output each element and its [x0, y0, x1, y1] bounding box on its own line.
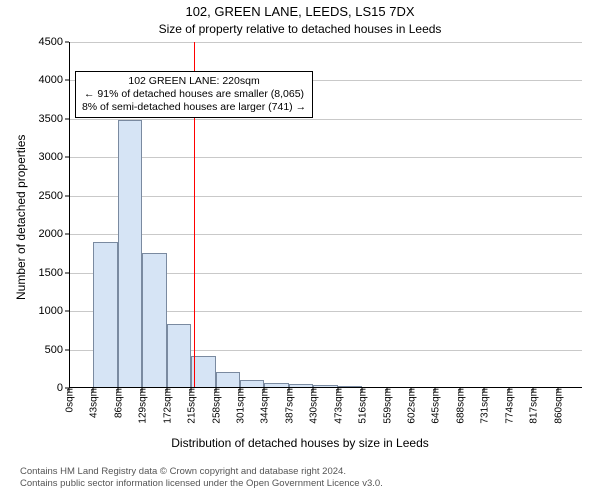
- chart-container: 102, GREEN LANE, LEEDS, LS15 7DX Size of…: [0, 0, 600, 500]
- x-tick-label: 860sqm: [551, 388, 564, 424]
- x-tick-label: 645sqm: [429, 388, 442, 424]
- x-tick-label: 387sqm: [282, 388, 295, 424]
- x-tick-label: 344sqm: [258, 388, 271, 424]
- plot-area: 0500100015002000250030003500400045000sqm…: [69, 42, 582, 388]
- footer-attribution: Contains HM Land Registry data © Crown c…: [0, 466, 600, 490]
- chart-subtitle: Size of property relative to detached ho…: [0, 22, 600, 36]
- x-axis-label: Distribution of detached houses by size …: [0, 436, 600, 450]
- x-tick-label: 602sqm: [405, 388, 418, 424]
- footer-line-1: Contains HM Land Registry data © Crown c…: [20, 466, 600, 478]
- annotation-line-2: ← 91% of detached houses are smaller (8,…: [82, 88, 306, 101]
- chart-title: 102, GREEN LANE, LEEDS, LS15 7DX: [0, 4, 600, 19]
- gridline: [69, 157, 582, 158]
- x-tick-label: 0sqm: [63, 388, 76, 412]
- x-tick-label: 559sqm: [380, 388, 393, 424]
- histogram-bar: [142, 253, 166, 388]
- y-tick-label: 3500: [39, 113, 69, 125]
- x-tick-label: 258sqm: [209, 388, 222, 424]
- x-tick-label: 43sqm: [87, 388, 100, 418]
- y-tick-label: 1500: [39, 267, 69, 279]
- annotation-box: 102 GREEN LANE: 220sqm← 91% of detached …: [75, 71, 313, 118]
- x-tick-label: 516sqm: [356, 388, 369, 424]
- histogram-bar: [216, 372, 240, 388]
- x-tick-label: 86sqm: [111, 388, 124, 418]
- histogram-bar: [93, 242, 117, 388]
- y-tick-label: 2000: [39, 228, 69, 240]
- annotation-line-1: 102 GREEN LANE: 220sqm: [82, 75, 306, 88]
- x-tick-label: 774sqm: [502, 388, 515, 424]
- y-tick-label: 4000: [39, 74, 69, 86]
- x-tick-label: 817sqm: [527, 388, 540, 424]
- y-tick-label: 4500: [39, 36, 69, 48]
- gridline: [69, 119, 582, 120]
- x-tick-label: 129sqm: [136, 388, 149, 424]
- footer-line-2: Contains public sector information licen…: [20, 478, 600, 490]
- gridline: [69, 234, 582, 235]
- histogram-bar: [167, 324, 191, 388]
- annotation-line-3: 8% of semi-detached houses are larger (7…: [82, 101, 306, 114]
- gridline: [69, 196, 582, 197]
- x-tick-label: 172sqm: [160, 388, 173, 424]
- y-tick-label: 1000: [39, 305, 69, 317]
- histogram-bar: [118, 120, 142, 388]
- x-tick-label: 301sqm: [234, 388, 247, 424]
- y-tick-label: 3000: [39, 151, 69, 163]
- x-tick-label: 215sqm: [185, 388, 198, 424]
- y-axis-label: Number of detached properties: [14, 135, 28, 300]
- x-tick-label: 430sqm: [307, 388, 320, 424]
- x-tick-label: 473sqm: [331, 388, 344, 424]
- y-tick-label: 2500: [39, 190, 69, 202]
- gridline: [69, 42, 582, 43]
- y-tick-label: 500: [45, 344, 69, 356]
- y-axis: [69, 42, 70, 388]
- x-tick-label: 731sqm: [478, 388, 491, 424]
- x-tick-label: 688sqm: [453, 388, 466, 424]
